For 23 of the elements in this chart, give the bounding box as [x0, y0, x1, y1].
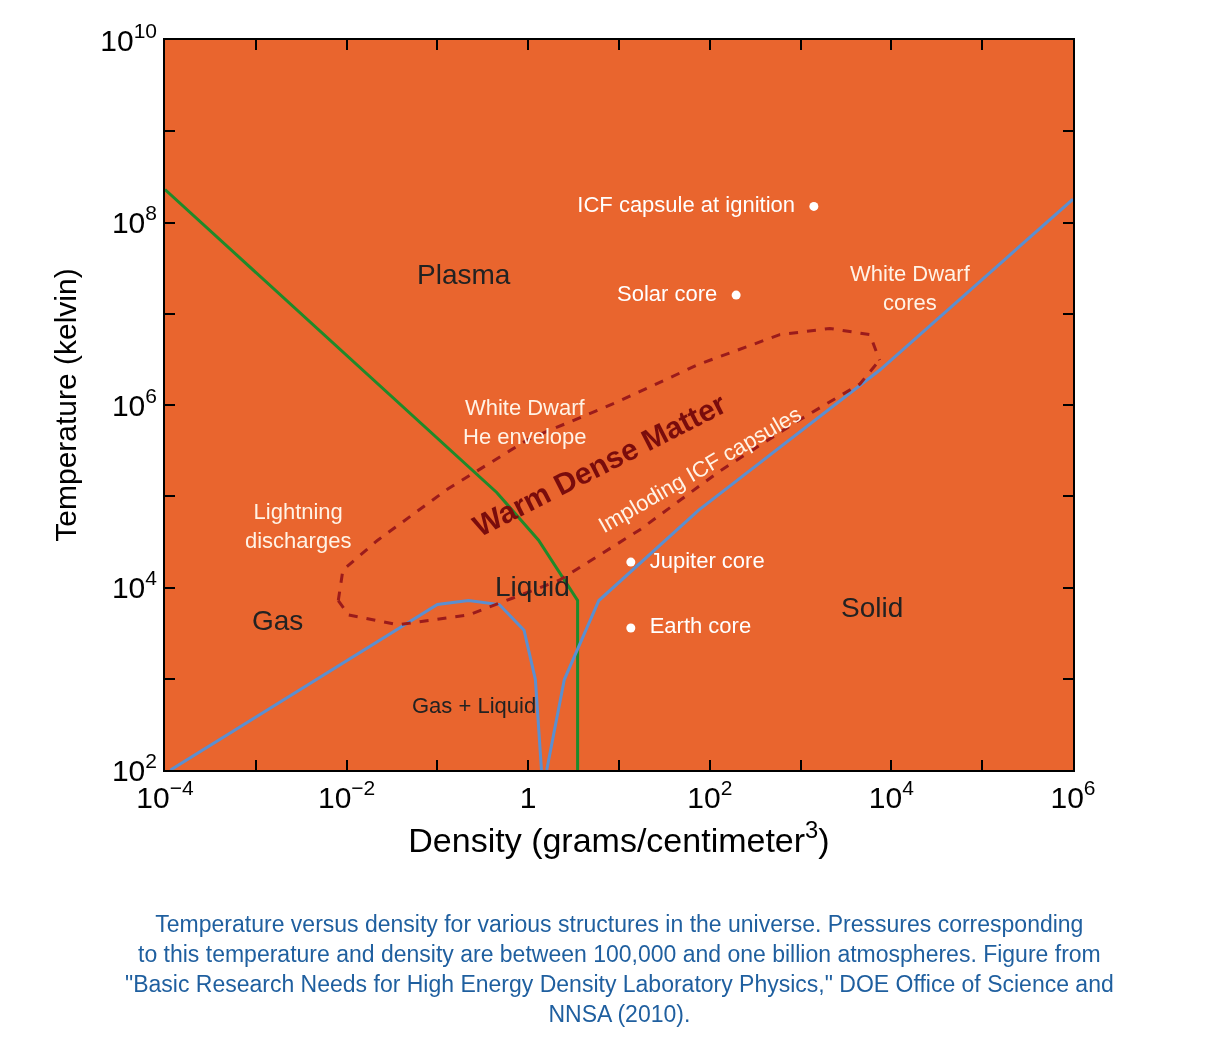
- x-tick-label: 1: [519, 781, 537, 814]
- y-tick-label: 10$^{4}$: [111, 566, 158, 604]
- annotation: Gas + Liquid: [412, 693, 537, 718]
- text: Temperature versus density for various structures in the universe. Pressures corresponding to this temperature and density are between 100,000 and one billion atmospheres. Figure from "Basic Research Needs for High Energy Density Laboratory Physics," DOE Office of Science and NNSA (2010).: [125, 911, 1114, 1027]
- x-tick-label: 10$^{4}$: [868, 776, 915, 814]
- x-tick-label: 10$^{6}$: [1050, 776, 1096, 814]
- series-label: ICF capsule at ignition: [565, 191, 808, 217]
- annotation: Lightning discharges: [245, 499, 352, 553]
- x-tick-label: 10$^{2}$: [687, 776, 733, 814]
- annotation: Liquid: [495, 571, 570, 602]
- series-label: Jupiter core: [637, 547, 777, 573]
- annotation: Gas: [252, 605, 304, 636]
- series-label: Solar core: [604, 280, 730, 306]
- annotation: Solid: [841, 592, 904, 623]
- annotation: Plasma: [417, 259, 511, 290]
- annotation: White Dwarf cores: [850, 261, 971, 315]
- x-axis-title: Density (grams/centimeter$^{3}$): [408, 815, 830, 859]
- y-tick-label: 10$^{6}$: [111, 383, 157, 422]
- x-tick-label: 10$^{−2}$: [317, 776, 376, 814]
- series-label: Earth core: [637, 613, 764, 639]
- y-axis-title: Temperature (kelvin): [48, 268, 82, 542]
- y-tick-label: 10$^{8}$: [111, 201, 157, 239]
- y-tick-label: 10$^{10}$: [100, 18, 157, 57]
